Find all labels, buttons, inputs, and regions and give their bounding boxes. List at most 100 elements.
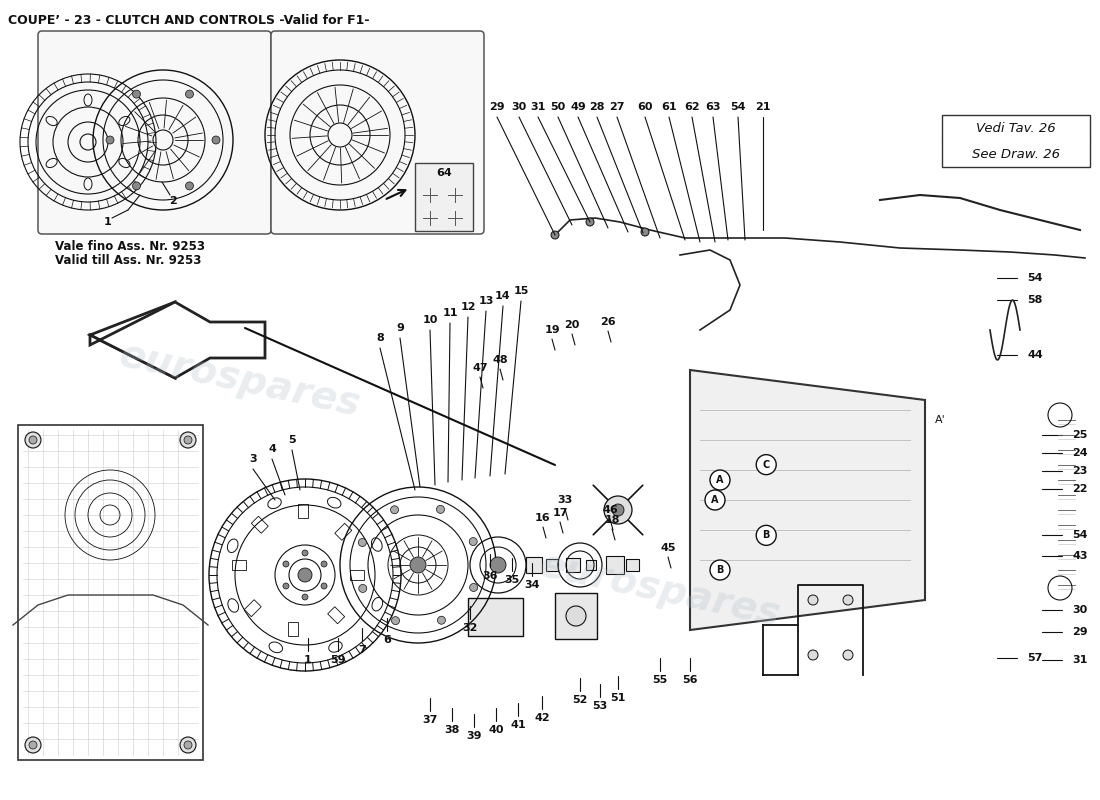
Circle shape: [184, 436, 192, 444]
Bar: [415, 163, 473, 231]
Circle shape: [29, 741, 37, 749]
Text: 56: 56: [682, 675, 697, 685]
Ellipse shape: [267, 498, 282, 509]
Text: 54: 54: [730, 102, 746, 112]
Text: 24: 24: [1072, 448, 1088, 458]
Text: 42: 42: [535, 713, 550, 723]
Circle shape: [604, 496, 632, 524]
Text: 54: 54: [1027, 273, 1043, 283]
Text: 45: 45: [660, 543, 675, 553]
Circle shape: [359, 585, 366, 593]
Text: 18: 18: [604, 515, 619, 525]
Text: 64: 64: [436, 168, 452, 178]
Circle shape: [359, 538, 366, 546]
Bar: [328, 606, 344, 624]
Text: 30: 30: [512, 102, 527, 112]
Text: 51: 51: [610, 693, 626, 703]
Text: 49: 49: [570, 102, 586, 112]
Text: 40: 40: [488, 725, 504, 735]
Text: 60: 60: [637, 102, 652, 112]
Bar: [626, 559, 639, 571]
Circle shape: [586, 218, 594, 226]
Text: Vedi Tav. 26: Vedi Tav. 26: [976, 122, 1056, 134]
Text: 31: 31: [530, 102, 546, 112]
Ellipse shape: [328, 498, 341, 508]
Text: 1: 1: [304, 655, 312, 665]
Bar: [586, 560, 596, 570]
Circle shape: [321, 561, 327, 567]
Circle shape: [710, 470, 730, 490]
Text: 4: 4: [268, 444, 276, 454]
Text: 53: 53: [593, 701, 607, 711]
Text: eurospares: eurospares: [116, 336, 364, 424]
Text: 61: 61: [661, 102, 676, 112]
Text: 20: 20: [564, 320, 580, 330]
Text: 46: 46: [602, 505, 618, 515]
Circle shape: [808, 595, 818, 605]
Circle shape: [298, 568, 312, 582]
Circle shape: [302, 594, 308, 600]
Bar: [468, 598, 522, 636]
Circle shape: [705, 490, 725, 510]
Circle shape: [551, 231, 559, 239]
Bar: [546, 559, 558, 571]
Circle shape: [843, 595, 852, 605]
Circle shape: [106, 136, 114, 144]
Bar: [606, 556, 624, 574]
Ellipse shape: [228, 598, 239, 612]
Circle shape: [321, 583, 327, 589]
Ellipse shape: [228, 539, 238, 553]
Bar: [244, 600, 261, 617]
Text: 54: 54: [1072, 530, 1088, 540]
Text: 41: 41: [510, 720, 526, 730]
Circle shape: [132, 182, 141, 190]
Text: 27: 27: [609, 102, 625, 112]
Text: 57: 57: [1027, 653, 1043, 663]
Text: 2: 2: [169, 196, 177, 206]
Text: 16: 16: [536, 513, 551, 523]
Text: 62: 62: [684, 102, 700, 112]
Circle shape: [283, 561, 289, 567]
Text: 39: 39: [466, 731, 482, 741]
Text: eurospares: eurospares: [536, 546, 784, 634]
Text: A': A': [935, 415, 946, 425]
Text: 3: 3: [250, 454, 256, 464]
Text: 31: 31: [1072, 655, 1088, 665]
Polygon shape: [90, 302, 175, 378]
Text: Valid till Ass. Nr. 9253: Valid till Ass. Nr. 9253: [55, 254, 201, 267]
Circle shape: [390, 506, 398, 514]
Text: 25: 25: [1072, 430, 1088, 440]
Circle shape: [470, 583, 477, 591]
Text: 55: 55: [652, 675, 668, 685]
Text: 50: 50: [550, 102, 565, 112]
Text: 9: 9: [396, 323, 404, 333]
Circle shape: [612, 504, 624, 516]
Text: 26: 26: [601, 317, 616, 327]
Circle shape: [184, 741, 192, 749]
Text: 13: 13: [478, 296, 494, 306]
Text: 17: 17: [552, 508, 568, 518]
Text: 1: 1: [104, 217, 112, 227]
Text: 6: 6: [383, 635, 390, 645]
Bar: [526, 557, 542, 573]
Bar: [18, 425, 203, 760]
Circle shape: [283, 583, 289, 589]
FancyBboxPatch shape: [271, 31, 484, 234]
Text: 22: 22: [1072, 484, 1088, 494]
Text: 23: 23: [1072, 466, 1088, 476]
Text: 15: 15: [514, 286, 529, 296]
Text: 48: 48: [492, 355, 508, 365]
Polygon shape: [690, 370, 925, 630]
Text: 12: 12: [460, 302, 475, 312]
Circle shape: [212, 136, 220, 144]
Text: C: C: [762, 460, 770, 470]
Bar: [942, 115, 1090, 167]
Bar: [298, 504, 308, 518]
Text: Vale fino Ass. Nr. 9253: Vale fino Ass. Nr. 9253: [55, 240, 205, 253]
Text: 43: 43: [1072, 551, 1088, 561]
Circle shape: [756, 454, 777, 474]
Text: 21: 21: [756, 102, 771, 112]
Circle shape: [186, 90, 194, 98]
Circle shape: [437, 506, 444, 514]
Circle shape: [410, 557, 426, 573]
